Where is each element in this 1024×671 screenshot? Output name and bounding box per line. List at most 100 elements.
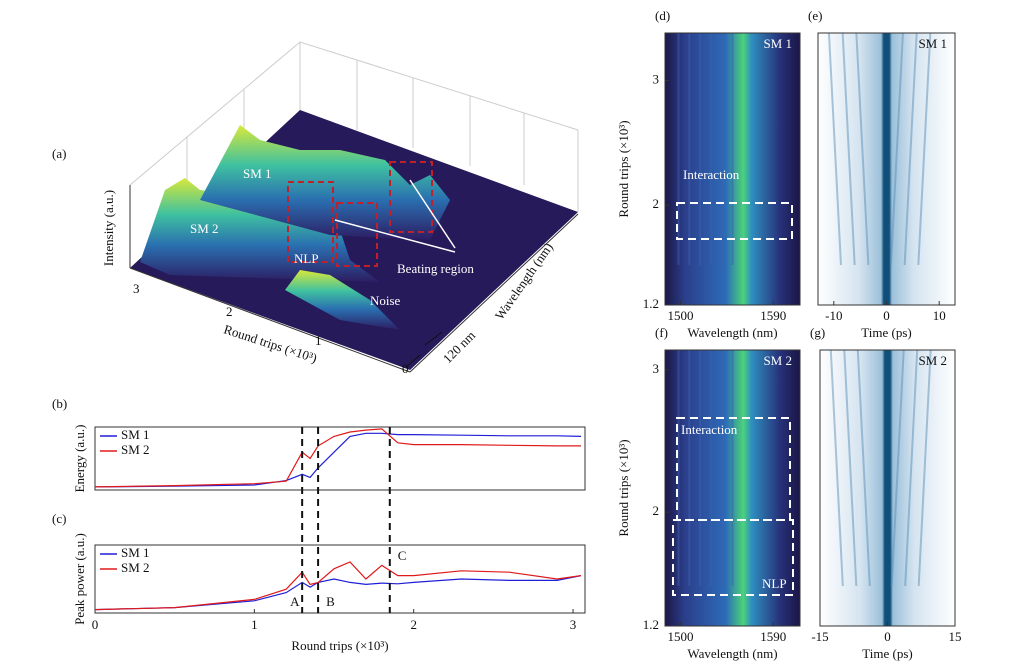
scale-arrow	[404, 354, 421, 369]
panel-label: (a)	[52, 146, 66, 161]
region-box	[672, 519, 794, 596]
panel-tag: SM 2	[763, 353, 792, 368]
arrow	[409, 179, 456, 249]
legend-label: SM 2	[121, 560, 150, 575]
x-tick-label: 0	[883, 308, 890, 323]
x-tick-label: 1590	[760, 629, 786, 644]
annotation: Noise	[370, 293, 401, 308]
plot-frame	[94, 426, 586, 491]
series-line	[94, 432, 582, 488]
heatmap-stripe	[841, 32, 856, 266]
x-tick-label: 1590	[760, 308, 786, 323]
legend-label: SM 1	[121, 545, 150, 560]
heatmap-stripe	[827, 32, 842, 266]
ridge-sm1	[200, 125, 450, 240]
x-axis-label: Time (ps)	[862, 646, 912, 661]
x-tick-label: 1500	[667, 308, 693, 323]
panel-tag: SM 1	[918, 36, 947, 51]
heatmap	[820, 350, 955, 626]
annotation: NLP	[294, 251, 319, 266]
beating-box	[389, 161, 433, 233]
y-axis-label: Round trips (×10³)	[616, 439, 631, 536]
x-tick-label: 2	[410, 617, 417, 632]
annotation: SM 2	[190, 221, 219, 236]
heatmap-stripe	[889, 32, 904, 266]
x-tick-label: 0	[92, 617, 99, 632]
beating-box	[336, 202, 378, 267]
event-label: A	[290, 594, 300, 609]
panel-a	[129, 41, 579, 373]
arrow	[334, 219, 456, 253]
panel-label: (d)	[655, 8, 670, 23]
heatmap	[818, 33, 955, 305]
x-axis-label: Wavelength (nm)	[687, 646, 777, 661]
tick-label: 2	[226, 304, 233, 319]
x-axis-label: Time (ps)	[861, 325, 911, 340]
y-tick-label: 2	[653, 503, 660, 518]
series-line	[94, 428, 581, 488]
region-label: Interaction	[683, 167, 740, 182]
line-charts: (b)Energy (a.u.) SM 1SM 2(c)Peak power (a…	[52, 396, 586, 653]
tick-label: 1	[315, 333, 322, 348]
legend-label: SM 1	[121, 427, 150, 442]
x-tick-label: 15	[949, 629, 962, 644]
series-line	[94, 575, 582, 611]
x-axis-label: Round trips (×10³)	[291, 638, 388, 653]
heatmap-stripe	[890, 349, 905, 587]
noise-ridge	[285, 270, 400, 330]
x-tick-label: 0	[884, 629, 891, 644]
region-box	[676, 202, 793, 240]
panel-label: (g)	[810, 325, 825, 340]
heatmap-stripe	[903, 32, 918, 266]
event-label: C	[398, 548, 407, 563]
axis-label: Intensity (a.u.)	[101, 190, 116, 266]
y-axis-label: Round trips (×10³)	[616, 120, 631, 217]
event-label: B	[326, 594, 335, 609]
annotation: SM 1	[243, 166, 272, 181]
heatmap-stripe	[829, 349, 844, 587]
legend-label: SM 2	[121, 442, 150, 457]
y-tick-label: 1.2	[643, 617, 659, 632]
x-axis	[129, 267, 411, 373]
region-label: Interaction	[681, 422, 738, 437]
y-tick-label: 2	[653, 196, 660, 211]
panel-label: (e)	[808, 8, 822, 23]
plot-frame	[94, 544, 586, 614]
x-tick-label: -10	[825, 308, 842, 323]
scale-arrow	[424, 331, 443, 346]
series-line	[94, 561, 582, 611]
y-tick-label: 1.2	[643, 296, 659, 311]
frame	[664, 32, 801, 306]
y-axis	[409, 213, 579, 373]
tick-label: 0	[402, 361, 409, 376]
heatmap-stripe	[917, 349, 932, 587]
y-axis-label: Energy (a.u.)	[72, 425, 87, 493]
region-label: NLP	[762, 576, 787, 591]
nlp-box	[287, 181, 334, 263]
heatmap-stripe	[856, 349, 871, 587]
y-tick-label: 3	[653, 361, 660, 376]
heatmap-stripe	[855, 32, 870, 266]
panel-label: (f)	[655, 325, 668, 340]
x-tick-label: 3	[570, 617, 577, 632]
panel-tag: SM 1	[763, 36, 792, 51]
x-tick-label: 1	[251, 617, 258, 632]
y-axis-label: Peak power (a.u.)	[72, 533, 87, 625]
heatmap-stripe	[843, 349, 858, 587]
panel-label: (b)	[52, 396, 67, 411]
x-tick-label: -15	[811, 629, 828, 644]
tick-label: 3	[133, 281, 140, 296]
x-tick-label: 1500	[667, 629, 693, 644]
annotation: Beating region	[397, 261, 474, 276]
x-axis-label: Wavelength (nm)	[687, 325, 777, 340]
panel-tag: SM 2	[918, 353, 947, 368]
region-box	[676, 417, 791, 521]
x-tick-label: 10	[933, 308, 946, 323]
frame	[664, 349, 801, 627]
y-tick-label: 3	[653, 71, 660, 86]
panel-label: (c)	[52, 511, 66, 526]
heatmap-stripe	[904, 349, 919, 587]
heatmap-stripe	[917, 32, 932, 266]
